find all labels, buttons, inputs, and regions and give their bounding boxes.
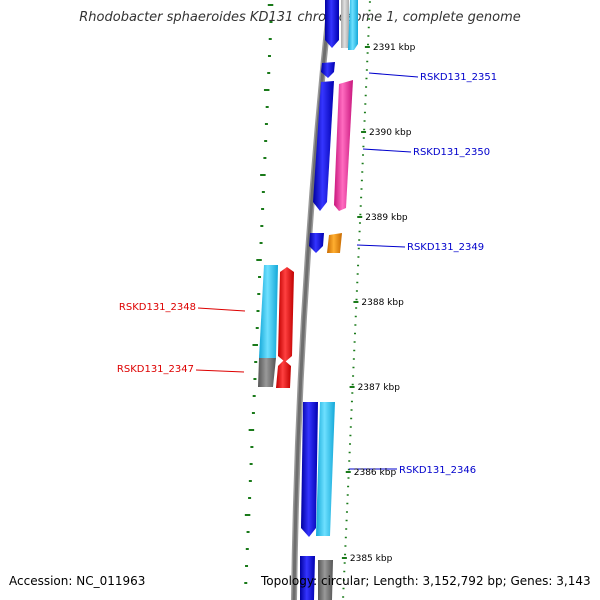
gene-label: RSKD131_2347 (117, 364, 194, 375)
label-connectors (195, 72, 419, 470)
gene-feature (316, 402, 335, 536)
scale-label: 2388 kbp (361, 298, 404, 308)
gene-feature (301, 402, 318, 537)
scale-label: 2385 kbp (350, 554, 393, 564)
scale-labels: 2391 kbp 2390 kbp 2389 kbp 2388 kbp 2387 kbp… (341, 43, 416, 564)
label-connector (356, 244, 406, 248)
gene-feature (348, 0, 358, 50)
scale-label: 2389 kbp (365, 213, 408, 223)
accession-label: Accession: NC_011963 (9, 574, 146, 588)
gene-label: RSKD131_2349 (407, 242, 484, 253)
genome-summary: Topology: circular; Length: 3,152,792 bp… (261, 574, 591, 588)
gene-features (258, 0, 358, 600)
scale-ticks (244, 1, 371, 598)
gene-feature (325, 0, 339, 48)
gene-label: RSKD131_2346 (399, 465, 476, 476)
gene-label: RSKD131_2348 (119, 302, 196, 313)
gene-feature (259, 265, 278, 358)
gene-feature (278, 267, 294, 362)
gene-feature (309, 233, 324, 253)
gene-label: RSKD131_2351 (420, 72, 497, 83)
scale-label: 2387 kbp (358, 383, 401, 393)
map-title: Rhodobacter sphaeroides KD131 chromosome… (79, 10, 521, 25)
gene-feature (313, 81, 334, 211)
gene-feature (258, 358, 276, 387)
label-connector (197, 307, 246, 312)
gene-feature (327, 233, 342, 253)
gene-feature (341, 0, 349, 48)
label-connector (362, 148, 412, 153)
scale-label: 2390 kbp (369, 128, 412, 138)
gene-feature (300, 556, 315, 600)
gene-feature (334, 80, 353, 211)
gene-label: RSKD131_2350 (413, 147, 490, 158)
gene-feature (318, 560, 333, 600)
gene-feature (321, 62, 335, 78)
scale-label: 2386 kbp (354, 468, 397, 478)
gene-labels: RSKD131_2351 RSKD131_2350 RSKD131_2349 RSKD… (117, 72, 497, 476)
gene-feature (276, 360, 291, 388)
label-connector (368, 72, 419, 78)
label-connector (195, 369, 245, 373)
scale-label: 2391 kbp (373, 43, 416, 53)
